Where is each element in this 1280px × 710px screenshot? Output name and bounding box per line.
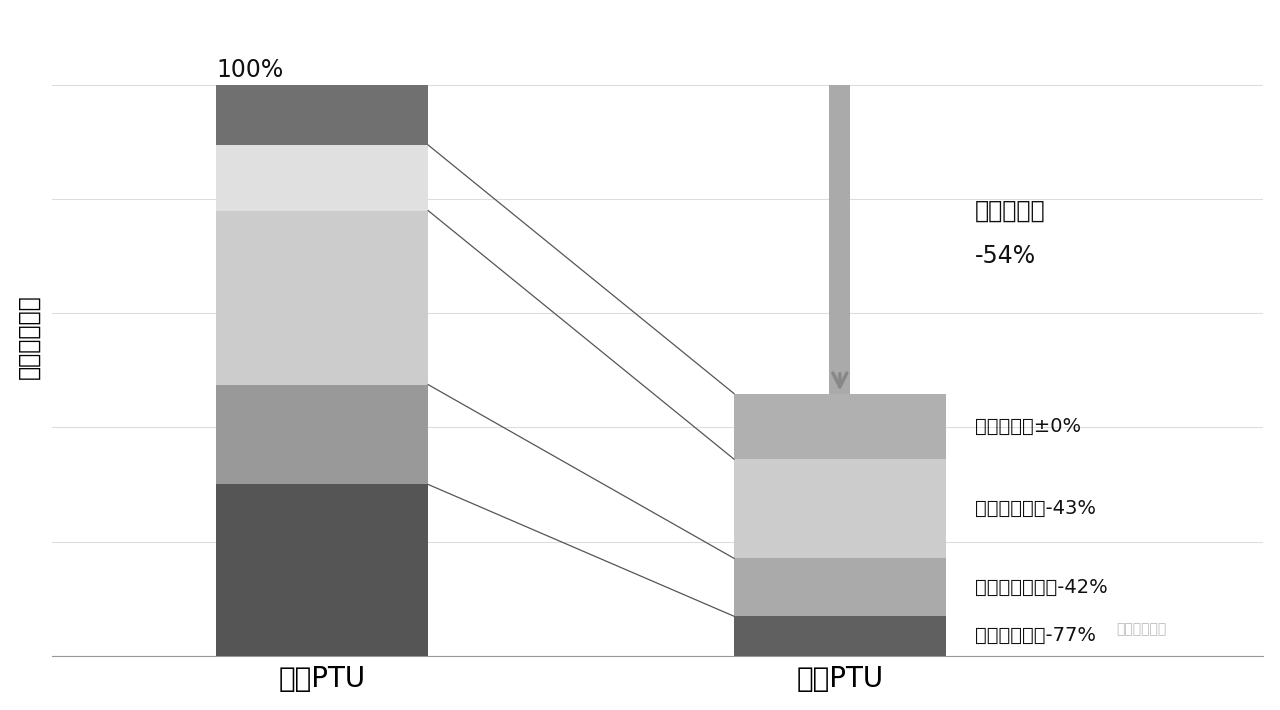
Text: 空心轴支承损失-42%: 空心轴支承损失-42%	[975, 578, 1108, 597]
Bar	[733, 616, 946, 655]
Text: 100%: 100%	[216, 58, 284, 82]
Text: 汽车与新动力: 汽车与新动力	[1116, 623, 1166, 636]
Text: 驱动总损失: 驱动总损失	[975, 199, 1046, 223]
Bar	[733, 558, 946, 616]
Text: 机油飞溅损失-43%: 机油飞溅损失-43%	[975, 499, 1096, 518]
Text: -54%: -54%	[975, 244, 1037, 268]
Y-axis label: 相对驱动力矩: 相对驱动力矩	[17, 294, 41, 378]
Text: 密封环损失±0%: 密封环损失±0%	[975, 417, 1082, 436]
Bar	[733, 393, 946, 459]
Bar	[829, 85, 850, 393]
Bar	[733, 459, 946, 558]
Bar	[216, 484, 429, 655]
Text: 齿轮轴承损失-77%: 齿轮轴承损失-77%	[975, 626, 1096, 645]
Bar	[216, 385, 429, 484]
Bar	[216, 211, 429, 385]
Bar	[216, 85, 429, 145]
Bar	[216, 145, 429, 211]
